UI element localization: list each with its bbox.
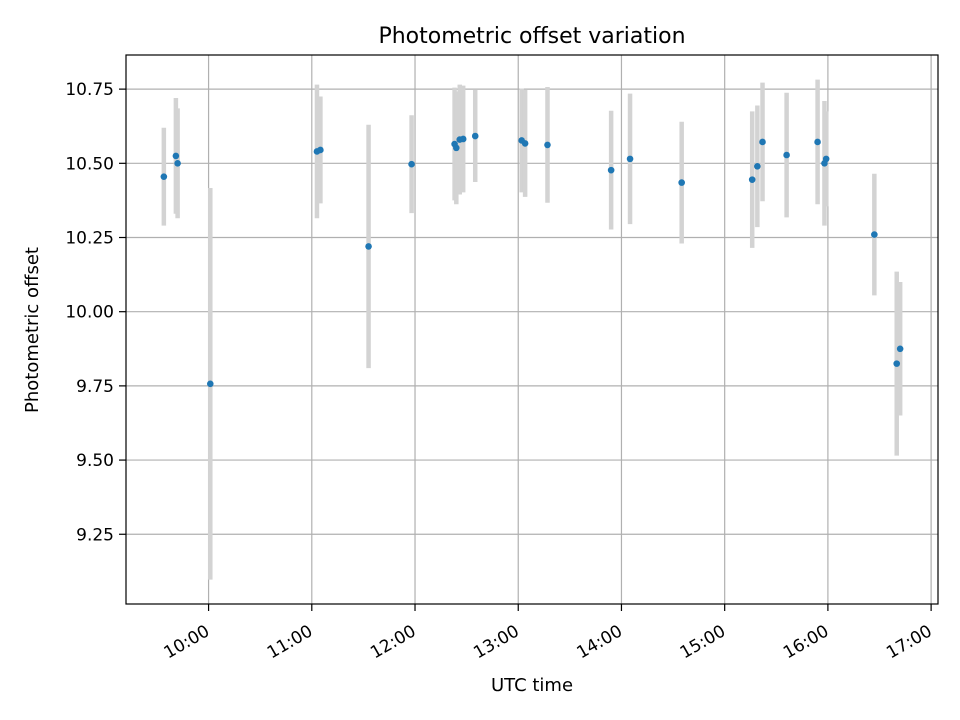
y-tick-label-3: 10.00 bbox=[65, 303, 114, 323]
data-point-20 bbox=[754, 162, 761, 170]
data-point-7 bbox=[408, 160, 415, 168]
y-tick-label-5: 10.50 bbox=[65, 154, 114, 174]
data-point-17 bbox=[626, 155, 634, 163]
y-tick-label-4: 10.25 bbox=[65, 229, 114, 249]
data-point-14 bbox=[521, 140, 529, 147]
y-tick-label-2: 9.75 bbox=[76, 377, 114, 397]
data-point-2 bbox=[174, 160, 181, 167]
data-point-22 bbox=[783, 151, 790, 159]
data-points bbox=[160, 132, 904, 388]
data-point-15 bbox=[544, 141, 551, 149]
data-point-19 bbox=[748, 176, 756, 183]
data-point-3 bbox=[206, 380, 214, 388]
data-point-26 bbox=[871, 231, 878, 238]
data-point-18 bbox=[678, 179, 685, 186]
data-point-27 bbox=[893, 360, 901, 367]
x-axis-label: UTC time bbox=[491, 675, 573, 696]
y-axis-label: Photometric offset bbox=[22, 247, 43, 413]
data-point-6 bbox=[365, 243, 372, 250]
data-point-28 bbox=[896, 345, 904, 353]
data-point-12 bbox=[471, 132, 479, 140]
plot-frame bbox=[125, 54, 939, 605]
y-tick-label-0: 9.25 bbox=[76, 525, 114, 545]
y-tick-label-6: 10.75 bbox=[65, 80, 114, 100]
data-point-1 bbox=[172, 152, 180, 160]
y-tick-label-1: 9.50 bbox=[76, 451, 114, 471]
data-point-21 bbox=[759, 138, 766, 146]
data-point-5 bbox=[317, 146, 324, 154]
data-point-23 bbox=[814, 138, 821, 146]
chart-title: Photometric offset variation bbox=[378, 24, 685, 49]
data-point-9 bbox=[453, 144, 460, 152]
data-point-11 bbox=[459, 135, 467, 143]
data-point-16 bbox=[607, 166, 615, 174]
data-point-25 bbox=[822, 155, 830, 163]
data-point-0 bbox=[160, 173, 168, 180]
y-axis-ticks: 9.25 9.50 9.75 10.00 10.25 10.50 10.75 bbox=[65, 80, 126, 545]
grid-lines bbox=[126, 55, 938, 604]
